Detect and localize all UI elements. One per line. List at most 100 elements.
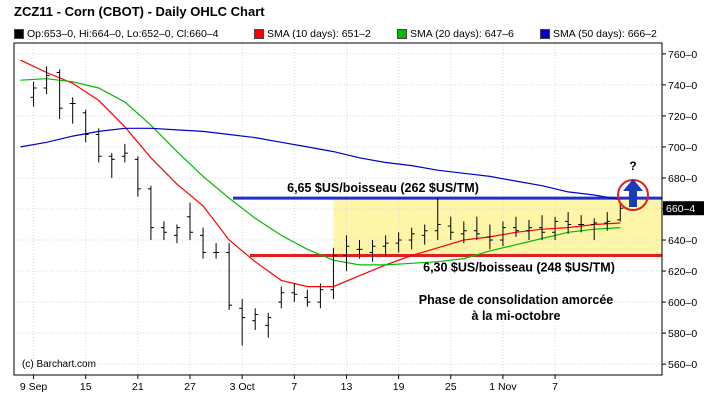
y-tick-label: 580–0 <box>668 328 697 340</box>
ohlc-bar <box>473 216 480 241</box>
y-tick-label: 720–0 <box>668 111 697 123</box>
y-tick-label: 760–0 <box>668 49 697 61</box>
x-tick-label: 9 Sep <box>20 381 48 393</box>
chart-title: ZCZ11 - Corn (CBOT) - Daily OHLC Chart <box>14 4 265 19</box>
ohlc-bar <box>43 66 50 95</box>
ohlc-bar <box>578 215 585 233</box>
ohlc-bar <box>121 143 128 163</box>
ohlc-bar <box>200 227 207 259</box>
y-tick-label: 600–0 <box>668 297 697 309</box>
axes: 560–0 580–0 600–0 620–0 640–0 680–0 700–0 720–0… <box>13 42 704 393</box>
last-price-box <box>663 201 704 216</box>
last-price-label: 660–4 <box>666 203 695 215</box>
legend-sma20: SMA (20 days): 647–6 <box>397 28 514 40</box>
y-tick-label: 740–0 <box>668 80 697 92</box>
x-tick-label: 27 <box>184 381 196 393</box>
ohlc-bar <box>343 235 350 272</box>
y-tick-label: 700–0 <box>668 142 697 154</box>
ohlc-bar <box>278 286 285 309</box>
ohlc-bar <box>447 216 454 241</box>
ohlc-bar <box>173 224 180 244</box>
ohlc-bar <box>512 216 519 237</box>
legend-sma10-text: SMA (10 days): 651–2 <box>267 28 371 40</box>
legend-sma10: SMA (10 days): 651–2 <box>254 28 371 40</box>
ohlc-bar <box>421 224 428 245</box>
ohlc-bar <box>147 185 154 241</box>
ohlc-bar <box>565 212 572 234</box>
legend-swatch-sma50 <box>540 29 550 39</box>
x-tick-label: 15 <box>80 381 92 393</box>
ohlc-bar <box>82 109 89 143</box>
ohlc-bar <box>265 312 272 338</box>
ohlc-bar <box>291 283 298 303</box>
ohlc-bar <box>56 69 63 120</box>
legend-swatch-ohlc <box>14 29 24 39</box>
ohlc-bar <box>356 240 363 259</box>
ohlc-bar <box>408 227 415 250</box>
ohlc-bar <box>486 224 493 250</box>
ohlc-bar <box>226 243 233 310</box>
grid-lines <box>14 43 662 375</box>
ohlc-bar <box>604 212 611 231</box>
legend-sma50: SMA (50 days): 666–2 <box>540 28 657 40</box>
support-label: 6,30 $US/boisseau (248 $US/TM) <box>423 261 615 275</box>
ohlc-bar <box>134 156 141 197</box>
ohlc-bar <box>108 153 115 178</box>
ohlc-bar <box>239 298 246 346</box>
x-tick-label: 7 <box>552 381 558 393</box>
resistance-label: 6,65 $US/boisseau (262 $US/TM) <box>287 181 479 195</box>
ohlc-bar <box>526 219 533 241</box>
legend: Op:653–0, Hi:664–0, Lo:652–0, Cl:660–4 S… <box>14 28 662 42</box>
y-tick-label: 680–0 <box>668 173 697 185</box>
ohlc-bar <box>252 308 259 331</box>
ohlc-bar <box>499 221 506 247</box>
y-tick-label: 560–0 <box>668 359 697 371</box>
x-tick-label: 21 <box>132 381 144 393</box>
ohlc-bar <box>213 243 220 259</box>
chart-labels: 6,65 $US/boisseau (262 $US/TM) 6,30 $US/b… <box>22 159 649 370</box>
x-tick-label: 3 Oct <box>230 381 255 393</box>
sma-line-50 <box>20 127 621 201</box>
ohlc-bar <box>460 221 467 244</box>
legend-swatch-sma20 <box>397 29 407 39</box>
legend-sma20-text: SMA (20 days): 647–6 <box>410 28 514 40</box>
ohlc-bar <box>539 215 546 241</box>
ohlc-bar <box>95 128 102 163</box>
x-tick-label: 13 <box>341 381 353 393</box>
y-tick-label: 620–0 <box>668 266 697 278</box>
ohlc-bar <box>434 198 441 241</box>
ohlc-bar <box>591 218 598 241</box>
consolidation-zone-rect <box>333 198 662 256</box>
legend-ohlc-text: Op:653–0, Hi:664–0, Lo:652–0, Cl:660–4 <box>27 28 219 40</box>
x-tick-label: 1 Nov <box>489 381 517 393</box>
ohlc-bar <box>369 240 376 262</box>
ohlc-bar <box>30 81 37 107</box>
ohlc-bar <box>317 283 324 309</box>
y-tick-label: 640–0 <box>668 235 697 247</box>
ohlc-bar <box>382 235 389 256</box>
x-tick-label: 25 <box>445 381 457 393</box>
question-mark: ? <box>629 159 636 173</box>
resistance-support-lines <box>233 196 662 258</box>
consolidation-zone <box>333 198 662 256</box>
up-arrow-icon <box>623 179 643 207</box>
ohlc-bar <box>187 202 194 241</box>
ohlc-bars <box>30 66 624 346</box>
x-tick-label: 7 <box>291 381 297 393</box>
ohlc-bar <box>330 247 337 299</box>
ohlc-bar <box>69 97 76 124</box>
legend-ohlc: Op:653–0, Hi:664–0, Lo:652–0, Cl:660–4 <box>14 28 218 40</box>
ohlc-bar <box>160 221 167 241</box>
ohlc-bar <box>395 232 402 253</box>
ohlc-bar <box>304 289 311 307</box>
credit-text: (c) Barchart.com <box>22 359 96 370</box>
x-tick-label: 19 <box>393 381 405 393</box>
ohlc-bar <box>552 216 559 241</box>
sma-line-20 <box>20 78 621 266</box>
legend-swatch-sma10 <box>254 29 264 39</box>
consolidation-annotation-line: Phase de consolidation amorcée <box>419 293 614 307</box>
consolidation-annotation-line: à la mi-octobre <box>472 309 561 323</box>
legend-sma50-text: SMA (50 days): 666–2 <box>553 28 657 40</box>
ohlc-bar <box>617 202 624 222</box>
